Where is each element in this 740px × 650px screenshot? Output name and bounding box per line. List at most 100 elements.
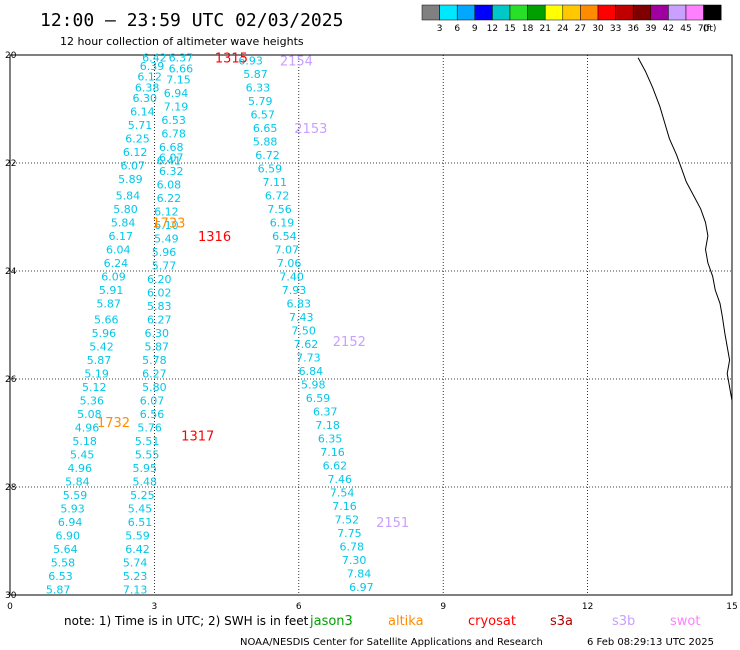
legend-item-altika: altika (388, 614, 424, 629)
colorbar-tick-label: 12 (487, 24, 498, 34)
swh-value: 5.77 (152, 260, 177, 273)
colorbar-swatch (439, 4, 458, 21)
swh-value: 6.53 (48, 570, 73, 583)
swh-value: 5.74 (123, 557, 148, 570)
swh-value: 5.25 (130, 489, 155, 502)
colorbar-swatch (474, 4, 493, 21)
colorbar-tick-label: 70 (698, 24, 710, 34)
colorbar-tick-label: 33 (610, 24, 621, 34)
colorbar-tick-label: 36 (627, 24, 639, 34)
swh-value: 5.87 (87, 354, 112, 367)
swh-value: 6.42 (125, 543, 150, 556)
swh-value: 5.64 (53, 543, 78, 556)
swh-value: 7.16 (320, 446, 345, 459)
pass-label: 2153 (294, 122, 327, 137)
swh-value: 6.38 (135, 81, 160, 94)
footer-credit: NOAA/NESDIS Center for Satellite Applica… (240, 637, 543, 648)
y-tick-label: 30 (5, 591, 17, 601)
swh-value: 5.45 (70, 449, 95, 462)
swh-value: 5.91 (99, 284, 124, 297)
swh-value: 6.65 (253, 122, 278, 135)
pass-label: 1316 (198, 230, 231, 245)
swh-value: 6.07 (120, 160, 145, 173)
swh-value: 6.07 (159, 152, 184, 165)
swh-value: 7.30 (342, 554, 367, 567)
swh-value: 5.71 (128, 119, 153, 132)
swh-value: 6.62 (323, 459, 348, 472)
swh-value: 6.97 (349, 581, 374, 594)
x-tick-label: 3 (152, 602, 158, 612)
swh-value: 5.48 (133, 476, 158, 489)
swh-value: 7.16 (332, 500, 357, 513)
swh-value: 5.84 (111, 216, 136, 229)
legend-item-swot: swot (670, 614, 700, 629)
swh-value: 6.33 (246, 81, 271, 94)
swh-value: 6.04 (106, 243, 131, 256)
track-labels: 1732 1733 1315 1316 1317 2154 2153 2152 2151 (97, 52, 409, 531)
swh-value: 6.24 (104, 257, 129, 270)
swh-value: 7.75 (337, 527, 362, 540)
swh-value: 5.87 (145, 341, 170, 354)
swh-value: 5.80 (142, 381, 167, 394)
swh-value: 6.93 (238, 54, 263, 67)
y-tick-label: 28 (5, 483, 17, 493)
swh-value: 6.32 (159, 165, 184, 178)
swh-value: 6.27 (142, 368, 167, 381)
swh-value: 6.83 (287, 297, 312, 310)
swh-value: 5.55 (135, 449, 160, 462)
swh-value: 5.88 (253, 135, 278, 148)
colorbar-swatch (615, 4, 634, 21)
swh-value: 6.02 (147, 287, 172, 300)
swh-value: 5.96 (152, 246, 177, 259)
swh-value: 5.84 (65, 476, 90, 489)
swh-value: 5.98 (301, 378, 326, 391)
swh-value: 5.36 (80, 395, 105, 408)
swh-value: 6.12 (137, 71, 162, 84)
colorbar-swatch (562, 4, 581, 21)
swh-value: 5.12 (82, 381, 107, 394)
track-values: 6.426.396.126.386.306.145.716.256.126.07… (46, 52, 374, 597)
swh-value: 6.09 (101, 270, 126, 283)
swh-value: 6.39 (140, 60, 165, 73)
swh-value: 5.45 (128, 503, 153, 516)
swh-value: 7.73 (296, 351, 321, 364)
swh-value: 7.84 (347, 567, 372, 580)
swh-value: 6.17 (108, 230, 133, 243)
swh-value: 5.79 (248, 95, 273, 108)
swh-value: 5.87 (96, 297, 121, 310)
swh-value: 5.87 (243, 68, 268, 81)
swh-value: 7.62 (294, 338, 319, 351)
x-tick-labels: 0 3 6 9 12 15 (7, 602, 738, 612)
swh-value: 5.19 (84, 368, 109, 381)
colorbar-tick-label: 27 (575, 24, 586, 34)
gridlines (10, 55, 732, 595)
pass-label: 2152 (333, 335, 366, 350)
y-tick-label: 26 (5, 375, 17, 385)
swh-value: 5.80 (113, 203, 138, 216)
colorbar-swatch (509, 4, 528, 21)
footer-note: note: 1) Time is in UTC; 2) SWH is in fe… (64, 614, 309, 628)
colorbar-swatch (544, 4, 564, 21)
swh-value: 6.94 (164, 87, 189, 100)
colorbar-tick-label: 30 (592, 24, 604, 34)
swh-value: 7.50 (291, 324, 316, 337)
swh-value: 6.59 (306, 392, 331, 405)
swh-value: 5.96 (92, 327, 117, 340)
swh-value: 5.83 (147, 300, 172, 313)
swh-value: 6.57 (250, 108, 275, 121)
colorbar-tick-label: 21 (539, 24, 550, 34)
swh-value: 5.23 (123, 570, 148, 583)
x-tick-label: 12 (582, 602, 593, 612)
swh-value: 6.37 (169, 52, 194, 65)
pass-label: 1732 (97, 416, 130, 431)
swh-value: 6.66 (169, 63, 194, 76)
swh-value: 6.35 (318, 432, 343, 445)
swh-value: 5.58 (51, 557, 76, 570)
pass-label: 1317 (181, 430, 214, 445)
swh-value: 5.59 (125, 530, 150, 543)
swh-value: 5.93 (60, 503, 85, 516)
legend-item-jason3: jason3 (309, 614, 353, 629)
swh-value: 6.20 (147, 273, 172, 286)
swh-value: 6.14 (130, 106, 155, 119)
